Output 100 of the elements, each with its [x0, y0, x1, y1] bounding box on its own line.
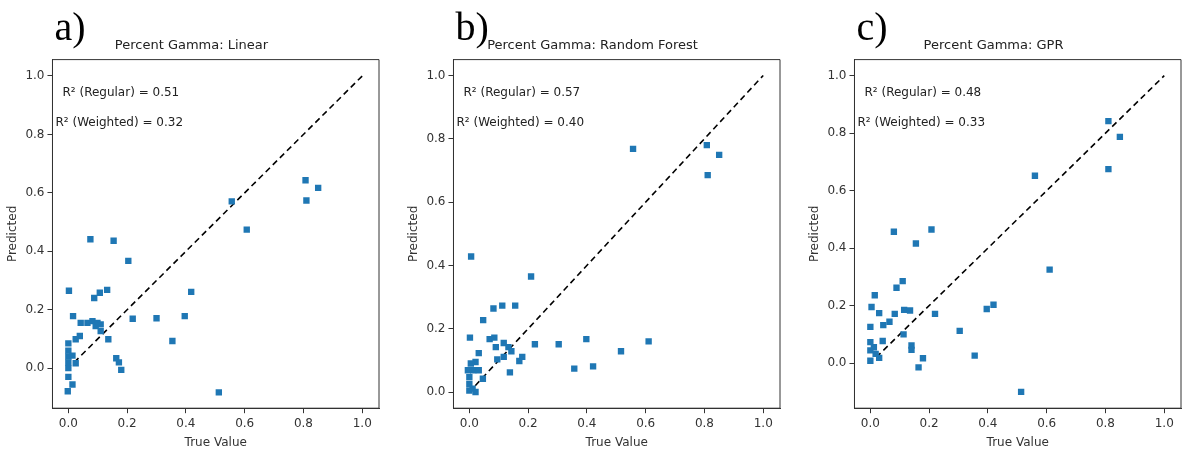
point	[110, 237, 117, 244]
point	[466, 373, 473, 381]
point	[69, 381, 76, 388]
x-tick-label: 0.4	[978, 415, 998, 430]
y-tick-label: 1.0	[426, 67, 446, 82]
point	[65, 364, 72, 372]
point	[912, 240, 920, 247]
point	[499, 302, 506, 309]
point	[908, 346, 915, 354]
point	[893, 284, 900, 291]
chart-title: Percent Gamma: Linear	[114, 37, 269, 53]
x-tick-label: 1.0	[753, 415, 773, 430]
point	[467, 253, 475, 260]
point	[508, 348, 515, 355]
x-tick-label: 0.6	[235, 415, 255, 430]
point	[467, 360, 475, 367]
point	[215, 389, 223, 396]
point	[900, 331, 907, 338]
text: a)	[54, 4, 86, 49]
point	[527, 273, 535, 280]
point	[494, 356, 501, 363]
y-tick-label: 0.4	[25, 243, 45, 258]
point	[555, 341, 562, 348]
point	[303, 197, 310, 204]
y-tick-label: 0.8	[426, 130, 446, 145]
point	[971, 352, 978, 359]
point	[906, 307, 914, 314]
y-axis-title: Predicted	[5, 205, 20, 263]
x-tick-label: 0.6	[636, 415, 656, 430]
chart-title: Percent Gamma: Random Forest	[487, 37, 698, 53]
text: b)	[455, 4, 489, 49]
point	[1105, 165, 1112, 173]
x-tick-label: 0.2	[117, 415, 137, 430]
x-tick-label: 0.0	[58, 415, 78, 430]
point	[868, 303, 875, 311]
y-tick-label: 0.0	[25, 360, 45, 375]
text: c)	[856, 4, 888, 49]
y-axis-title: Predicted	[807, 205, 822, 263]
y-axis-title: Predicted	[406, 205, 421, 263]
point	[491, 334, 498, 341]
x-tick-label: 1.0	[352, 415, 372, 430]
point	[589, 363, 597, 370]
point	[490, 305, 497, 312]
y-tick-label: 0.2	[426, 320, 446, 335]
x-tick-label: 0.8	[694, 415, 715, 430]
point	[867, 357, 874, 364]
x-tick-label: 0.8	[293, 415, 314, 430]
point	[302, 177, 309, 184]
y-tick-label: 0.6	[25, 184, 45, 199]
point	[886, 318, 893, 325]
point	[153, 315, 160, 322]
point	[990, 301, 997, 308]
point	[506, 369, 514, 376]
y-tick-label: 0.0	[426, 384, 446, 399]
x-axis-title: True Value	[584, 434, 648, 449]
point	[645, 338, 652, 345]
point	[928, 226, 935, 233]
x-tick-label: 0.6	[1037, 415, 1057, 430]
annotation: R² (Weighted) = 0.40	[456, 114, 585, 129]
point	[915, 364, 922, 371]
point	[512, 302, 519, 309]
point	[65, 373, 72, 381]
x-tick-label: 0.4	[577, 415, 597, 430]
y-tick-label: 0.6	[827, 182, 847, 197]
point	[65, 340, 72, 347]
y-tick-label: 0.4	[426, 257, 446, 272]
x-axis-title: True Value	[183, 434, 247, 449]
point	[466, 334, 474, 341]
y-tick-label: 1.0	[827, 67, 847, 82]
y-tick-label: 0.2	[25, 301, 45, 316]
chart-title: Percent Gamma: GPR	[923, 37, 1064, 53]
annotation: R² (Regular) = 0.51	[62, 84, 180, 99]
x-tick-label: 1.0	[1154, 415, 1174, 430]
point	[69, 352, 76, 359]
y-tick-label: 0.8	[827, 125, 847, 140]
point	[867, 338, 874, 346]
point	[1105, 117, 1112, 125]
x-tick-label: 0.0	[459, 415, 479, 430]
y-tick-label: 0.4	[827, 240, 847, 255]
point	[72, 360, 79, 367]
point	[115, 359, 123, 366]
annotation: R² (Regular) = 0.48	[864, 84, 982, 99]
point	[571, 365, 578, 372]
y-tick-label: 0.0	[827, 355, 847, 370]
y-tick-label: 1.0	[25, 68, 45, 83]
annotation: R² (Weighted) = 0.32	[55, 114, 184, 129]
y-tick-label: 0.2	[827, 297, 847, 312]
x-tick-label: 0.4	[176, 415, 196, 430]
point	[228, 198, 235, 205]
x-axis-title: True Value	[985, 434, 1049, 449]
y-tick-label: 0.6	[426, 194, 446, 209]
point	[583, 336, 590, 343]
annotation: R² (Regular) = 0.57	[463, 84, 581, 99]
point	[65, 359, 72, 366]
annotation: R² (Weighted) = 0.33	[857, 114, 986, 129]
point	[105, 336, 112, 343]
x-tick-label: 0.8	[1095, 415, 1116, 430]
y-tick-label: 0.8	[25, 126, 45, 141]
point	[1046, 266, 1053, 273]
point	[169, 337, 176, 345]
